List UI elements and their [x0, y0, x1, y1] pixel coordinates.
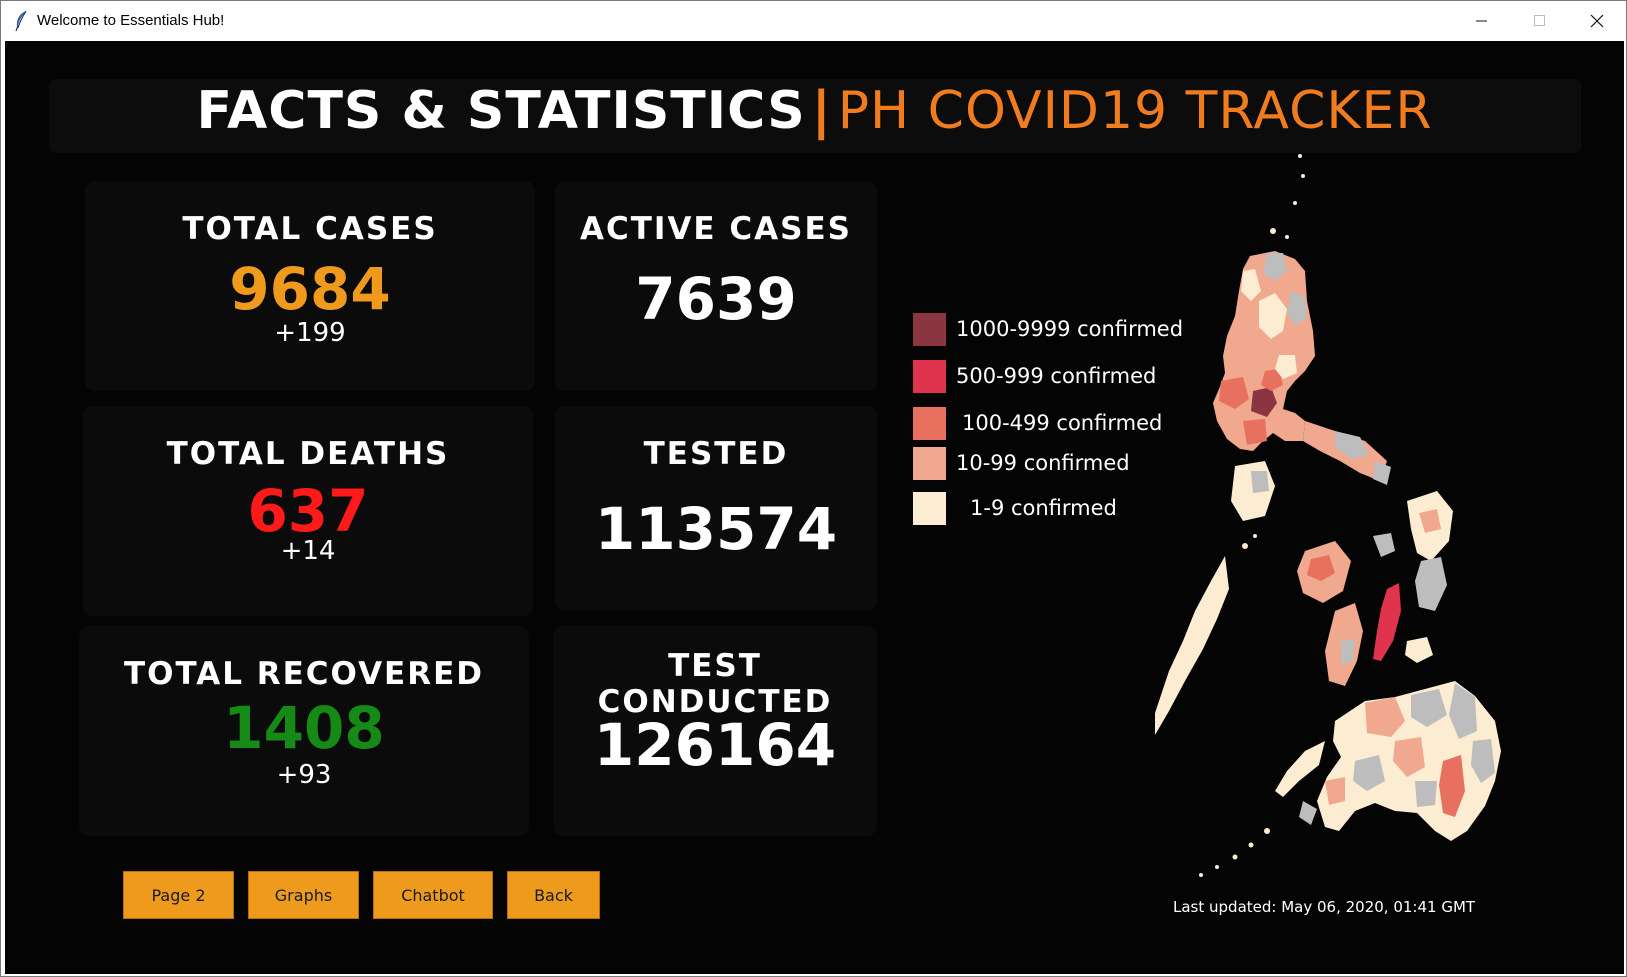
total-recovered-card: TOTAL RECOVERED 1408 +93: [79, 626, 529, 836]
tested-value: 113574: [594, 495, 838, 563]
legend-item: 100-499 confirmed: [913, 405, 1162, 441]
total-recovered-value: 1408: [223, 694, 385, 762]
tested-label: TESTED: [643, 436, 789, 472]
total-deaths-delta: +14: [280, 536, 336, 566]
legend-item: 1000-9999 confirmed: [913, 311, 1183, 347]
total-cases-delta: +199: [274, 318, 346, 348]
close-button[interactable]: [1568, 1, 1626, 41]
legend-label: 100-499 confirmed: [962, 411, 1163, 435]
maximize-button[interactable]: [1511, 1, 1569, 41]
active-cases-label: ACTIVE CASES: [580, 211, 852, 247]
page-title-separator: |: [811, 81, 832, 141]
legend-label: 500-999 confirmed: [956, 364, 1157, 388]
total-recovered-label: TOTAL RECOVERED: [123, 656, 485, 692]
tested-card: TESTED 113574: [555, 406, 877, 611]
total-deaths-value: 637: [247, 477, 369, 545]
last-updated-text: Last updated: May 06, 2020, 01:41 GMT: [1173, 898, 1476, 916]
feather-icon: [13, 10, 29, 32]
page-title: FACTS & STATISTICS | PH COVID19 TRACKER: [5, 81, 1624, 141]
legend-swatch: [913, 359, 946, 393]
legend-swatch: [913, 406, 946, 440]
minimize-button[interactable]: [1453, 1, 1511, 41]
active-cases-card: ACTIVE CASES 7639: [555, 181, 877, 391]
close-icon: [1590, 14, 1604, 28]
total-deaths-label: TOTAL DEATHS: [166, 436, 450, 472]
test-conducted-label: TEST CONDUCTED: [597, 648, 833, 720]
philippines-map: [1149, 141, 1515, 881]
total-cases-value: 9684: [229, 255, 391, 323]
total-recovered-delta: +93: [276, 760, 332, 790]
total-cases-label: TOTAL CASES: [182, 211, 438, 247]
legend-item: 1-9 confirmed: [913, 490, 1117, 526]
window-title: Welcome to Essentials Hub!: [37, 12, 225, 29]
legend-swatch: [913, 446, 946, 480]
legend-item: 500-999 confirmed: [913, 358, 1156, 394]
back-button[interactable]: Back: [507, 871, 600, 919]
test-conducted-value: 126164: [593, 711, 837, 779]
total-deaths-card: TOTAL DEATHS 637 +14: [83, 406, 533, 616]
philippines-map-graphic: [1149, 154, 1501, 877]
legend-label: 1000-9999 confirmed: [956, 317, 1184, 341]
chatbot-button[interactable]: Chatbot: [373, 871, 493, 919]
test-conducted-card: TEST CONDUCTED 126164: [553, 626, 877, 836]
graphs-button[interactable]: Graphs: [248, 871, 359, 919]
page-title-left: FACTS & STATISTICS: [196, 81, 806, 141]
minimize-icon: [1476, 20, 1487, 22]
title-bar[interactable]: Welcome to Essentials Hub!: [1, 1, 1626, 41]
legend-label: 10-99 confirmed: [956, 451, 1130, 475]
page-title-right: PH COVID19 TRACKER: [837, 81, 1433, 141]
page2-button[interactable]: Page 2: [123, 871, 234, 919]
active-cases-value: 7639: [635, 265, 797, 333]
maximize-icon: [1534, 15, 1545, 26]
legend-swatch: [913, 491, 946, 525]
total-cases-card: TOTAL CASES 9684 +199: [85, 181, 535, 391]
legend-swatch: [913, 312, 946, 346]
legend-label: 1-9 confirmed: [970, 496, 1117, 520]
dashboard-canvas: FACTS & STATISTICS | PH COVID19 TRACKER TO…: [5, 41, 1624, 974]
legend-item: 10-99 confirmed: [913, 445, 1130, 481]
header-band: [49, 79, 1581, 153]
